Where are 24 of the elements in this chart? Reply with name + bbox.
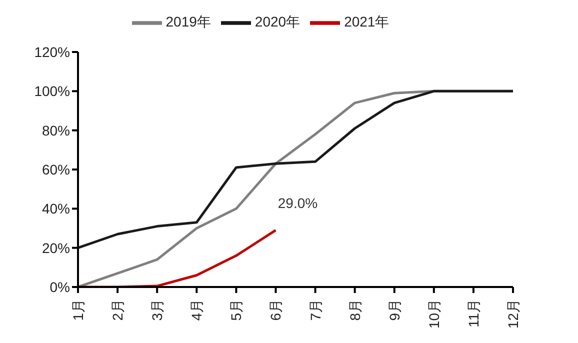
y-tick-label: 40% <box>42 200 70 217</box>
legend-label: 2020年 <box>254 14 300 30</box>
line-series <box>78 90 513 250</box>
x-tick-label: 6月 <box>268 299 284 321</box>
x-tick-label: 9月 <box>386 299 402 321</box>
x-tick-label: 2月 <box>110 299 126 321</box>
x-tick-label: 11月 <box>465 299 482 328</box>
x-tick-label: 4月 <box>188 299 205 321</box>
y-tick-label: 80% <box>42 122 70 138</box>
x-tick-label: 12月 <box>505 299 521 329</box>
annotation: 29.0% <box>278 195 318 212</box>
y-tick-label: 100% <box>34 83 70 100</box>
y-tick-label: 20% <box>42 240 70 256</box>
x-tick-label: 8月 <box>346 299 363 321</box>
x-tick-label: 10月 <box>426 299 442 329</box>
x-tick-label: 7月 <box>307 299 324 321</box>
legend-label: 2021年 <box>344 14 390 30</box>
x-tick-label: 5月 <box>228 299 244 321</box>
y-tick-label: 60% <box>42 161 70 178</box>
y-tick-label: 120% <box>34 44 70 60</box>
y-tick-label: 0% <box>50 278 70 295</box>
x-tick-label: 3月 <box>149 299 166 321</box>
legend-label: 2019年 <box>166 14 211 30</box>
x-tick-label: 1月 <box>70 299 86 321</box>
